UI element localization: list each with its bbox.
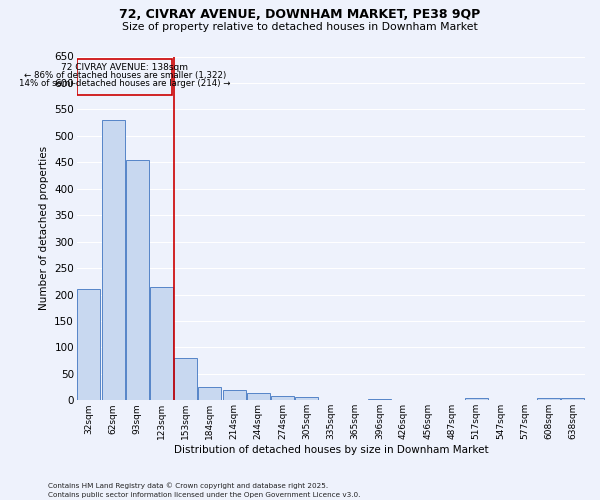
Bar bbox=[199, 387, 221, 400]
Bar bbox=[77, 289, 100, 401]
X-axis label: Distribution of detached houses by size in Downham Market: Distribution of detached houses by size … bbox=[173, 445, 488, 455]
Text: ← 86% of detached houses are smaller (1,322): ← 86% of detached houses are smaller (1,… bbox=[24, 72, 226, 80]
Bar bbox=[223, 390, 245, 400]
Text: Size of property relative to detached houses in Downham Market: Size of property relative to detached ho… bbox=[122, 22, 478, 32]
Bar bbox=[368, 398, 391, 400]
Bar bbox=[271, 396, 294, 400]
Bar bbox=[150, 286, 173, 401]
Text: 72 CIVRAY AVENUE: 138sqm: 72 CIVRAY AVENUE: 138sqm bbox=[61, 63, 188, 72]
Bar bbox=[247, 394, 270, 400]
Y-axis label: Number of detached properties: Number of detached properties bbox=[39, 146, 49, 310]
Bar bbox=[126, 160, 149, 400]
Text: Contains public sector information licensed under the Open Government Licence v3: Contains public sector information licen… bbox=[48, 492, 361, 498]
Text: 72, CIVRAY AVENUE, DOWNHAM MARKET, PE38 9QP: 72, CIVRAY AVENUE, DOWNHAM MARKET, PE38 … bbox=[119, 8, 481, 20]
Bar bbox=[295, 397, 318, 400]
Text: 14% of semi-detached houses are larger (214) →: 14% of semi-detached houses are larger (… bbox=[19, 78, 230, 88]
Bar bbox=[537, 398, 560, 400]
Bar bbox=[562, 398, 584, 400]
Bar bbox=[77, 59, 172, 94]
Text: Contains HM Land Registry data © Crown copyright and database right 2025.: Contains HM Land Registry data © Crown c… bbox=[48, 482, 328, 489]
Bar bbox=[101, 120, 125, 400]
Bar bbox=[464, 398, 488, 400]
Bar bbox=[174, 358, 197, 401]
